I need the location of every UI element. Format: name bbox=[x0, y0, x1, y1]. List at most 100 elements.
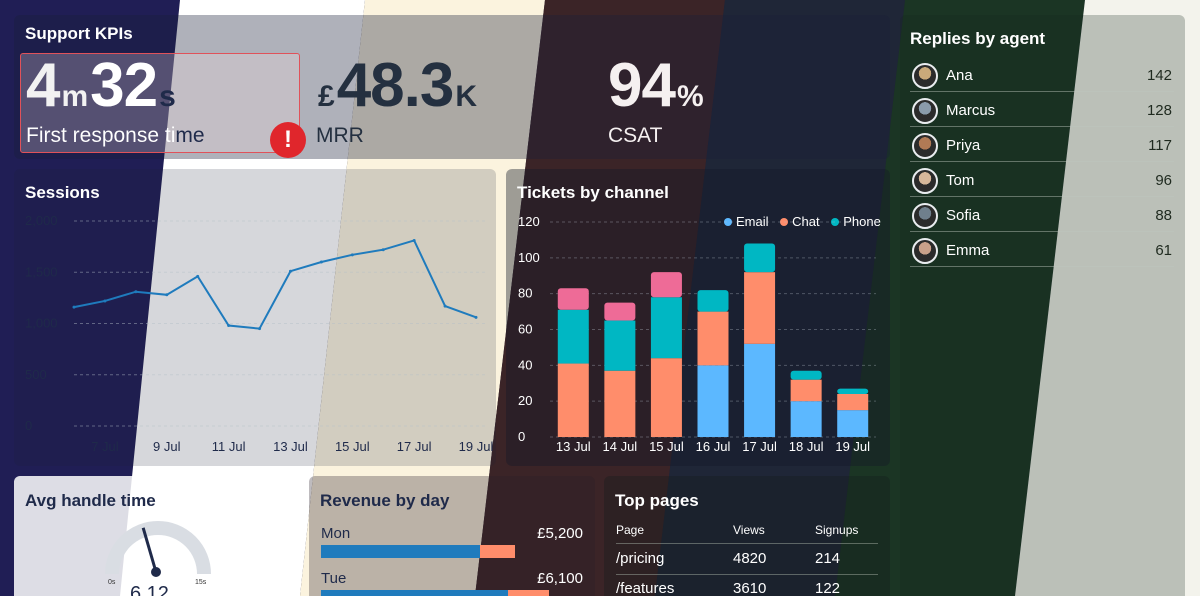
first-response-seconds-unit: s bbox=[159, 80, 176, 113]
first-response-label: First response time bbox=[26, 124, 205, 148]
first-response-value: 4m32s bbox=[26, 50, 178, 121]
sessions-point bbox=[134, 290, 138, 294]
tickets-bar-segment bbox=[837, 410, 869, 437]
legend-phone: Phone bbox=[843, 214, 881, 229]
mrr-suffix: K bbox=[455, 80, 478, 113]
revenue-bar-track bbox=[321, 590, 583, 596]
revenue-bar-end bbox=[507, 590, 549, 596]
handle-time-title: Avg handle time bbox=[25, 491, 156, 510]
gauge-value: 6.12 bbox=[130, 583, 169, 596]
revenue-row-value: £6,100 bbox=[537, 570, 583, 587]
tickets-legend: Email Chat Phone bbox=[716, 214, 881, 229]
sessions-point bbox=[350, 253, 354, 257]
tickets-x-tick: 13 Jul bbox=[556, 439, 591, 454]
top-pages-cell-signups: 214 bbox=[815, 550, 841, 567]
mrr-number: 48.3 bbox=[336, 51, 455, 120]
agent-reply-count: 88 bbox=[1155, 207, 1172, 224]
agent-row[interactable]: Sofia 88 bbox=[910, 197, 1174, 232]
legend-chat: Chat bbox=[792, 214, 820, 229]
agent-row[interactable]: Marcus 128 bbox=[910, 92, 1174, 127]
tickets-x-tick: 17 Jul bbox=[742, 439, 777, 454]
sessions-y-tick: 2,000 bbox=[25, 213, 58, 228]
tickets-x-tick: 19 Jul bbox=[835, 439, 870, 454]
agent-name: Emma bbox=[946, 242, 990, 259]
agent-reply-count: 142 bbox=[1146, 67, 1172, 84]
agents-title: Replies by agent bbox=[910, 29, 1046, 48]
tickets-bar-segment bbox=[557, 363, 589, 437]
agent-name: Tom bbox=[946, 172, 975, 189]
sessions-point bbox=[288, 269, 292, 273]
first-response-seconds: 32 bbox=[90, 51, 158, 120]
tickets-bar-segment bbox=[744, 243, 776, 273]
agent-row[interactable]: Ana 142 bbox=[910, 57, 1174, 92]
first-response-minutes: 4 bbox=[26, 51, 60, 120]
sessions-point bbox=[412, 238, 416, 242]
sessions-x-tick: 15 Jul bbox=[335, 439, 370, 454]
alert-icon[interactable]: ! bbox=[270, 122, 306, 158]
top-pages-card bbox=[604, 476, 890, 596]
handle-time-gauge: 0s 15s bbox=[105, 521, 211, 586]
tickets-bar-segment bbox=[744, 343, 776, 437]
top-pages-divider bbox=[616, 574, 878, 575]
sessions-series-line bbox=[73, 239, 477, 330]
legend-email: Email bbox=[736, 214, 769, 229]
tickets-bar-segment bbox=[650, 358, 682, 437]
revenue-bar[interactable] bbox=[321, 590, 508, 596]
tickets-bar-segment bbox=[790, 401, 822, 437]
top-pages-table: Page Views Signups /pricing 4820 214 /fe… bbox=[604, 476, 890, 596]
agent-avatar bbox=[912, 238, 938, 264]
sessions-point bbox=[72, 305, 76, 309]
agent-reply-count: 128 bbox=[1146, 102, 1172, 119]
revenue-title: Revenue by day bbox=[320, 491, 450, 510]
agent-avatar bbox=[912, 133, 938, 159]
sessions-y-tick: 1,500 bbox=[25, 264, 58, 279]
agent-row[interactable]: Tom 96 bbox=[910, 162, 1174, 197]
tickets-y-tick: 0 bbox=[518, 429, 525, 444]
revenue-row-day: Mon bbox=[321, 525, 351, 542]
tickets-bar-segment bbox=[557, 288, 589, 310]
mrr-label: MRR bbox=[316, 124, 364, 147]
revenue-row-day: Tue bbox=[321, 570, 347, 587]
revenue-row-value: £5,200 bbox=[537, 525, 583, 542]
csat-label: CSAT bbox=[608, 124, 663, 147]
legend-phone-dot bbox=[831, 218, 840, 226]
tickets-bar-segment bbox=[697, 311, 729, 366]
sessions-x-tick: 7 Jul bbox=[91, 439, 119, 454]
agent-reply-count: 96 bbox=[1155, 172, 1172, 189]
mrr-currency: £ bbox=[318, 80, 335, 113]
tickets-x-tick: 14 Jul bbox=[603, 439, 638, 454]
tickets-bar-segment bbox=[837, 388, 869, 394]
top-pages-cell-views: 3610 bbox=[733, 580, 767, 596]
sessions-point bbox=[319, 260, 323, 264]
tickets-bar-segment bbox=[650, 297, 682, 359]
revenue-bar[interactable] bbox=[321, 545, 480, 558]
top-pages-cell-signups: 122 bbox=[815, 580, 841, 596]
revenue-bar-end bbox=[479, 545, 515, 558]
tickets-y-tick: 120 bbox=[518, 214, 540, 229]
top-pages-cell-page[interactable]: /features bbox=[616, 580, 675, 596]
tickets-x-tick: 15 Jul bbox=[649, 439, 684, 454]
tickets-bar-segment bbox=[697, 290, 729, 312]
gauge-max-label: 15s bbox=[195, 579, 207, 586]
revenue-card bbox=[309, 476, 595, 596]
top-pages-cell-page[interactable]: /pricing bbox=[616, 550, 665, 567]
agent-avatar bbox=[912, 203, 938, 229]
gauge-track bbox=[105, 521, 211, 575]
agent-name: Sofia bbox=[946, 207, 981, 224]
sessions-point bbox=[196, 274, 200, 278]
sessions-y-tick: 500 bbox=[25, 367, 47, 382]
agent-row[interactable]: Emma 61 bbox=[910, 232, 1174, 267]
csat-value: 94% bbox=[608, 50, 706, 121]
top-pages-header-signups: Signups bbox=[815, 523, 859, 537]
tickets-y-tick: 60 bbox=[518, 322, 532, 337]
sessions-x-tick: 17 Jul bbox=[397, 439, 432, 454]
first-response-label-text: First response time bbox=[26, 124, 205, 147]
agent-avatar bbox=[912, 98, 938, 124]
agent-row[interactable]: Priya 117 bbox=[910, 127, 1174, 162]
tickets-y-tick: 20 bbox=[518, 393, 532, 408]
tickets-bar-segment bbox=[604, 302, 636, 321]
sessions-point bbox=[165, 293, 169, 297]
agent-reply-count: 61 bbox=[1155, 242, 1172, 259]
tickets-bar-segment bbox=[790, 379, 822, 402]
